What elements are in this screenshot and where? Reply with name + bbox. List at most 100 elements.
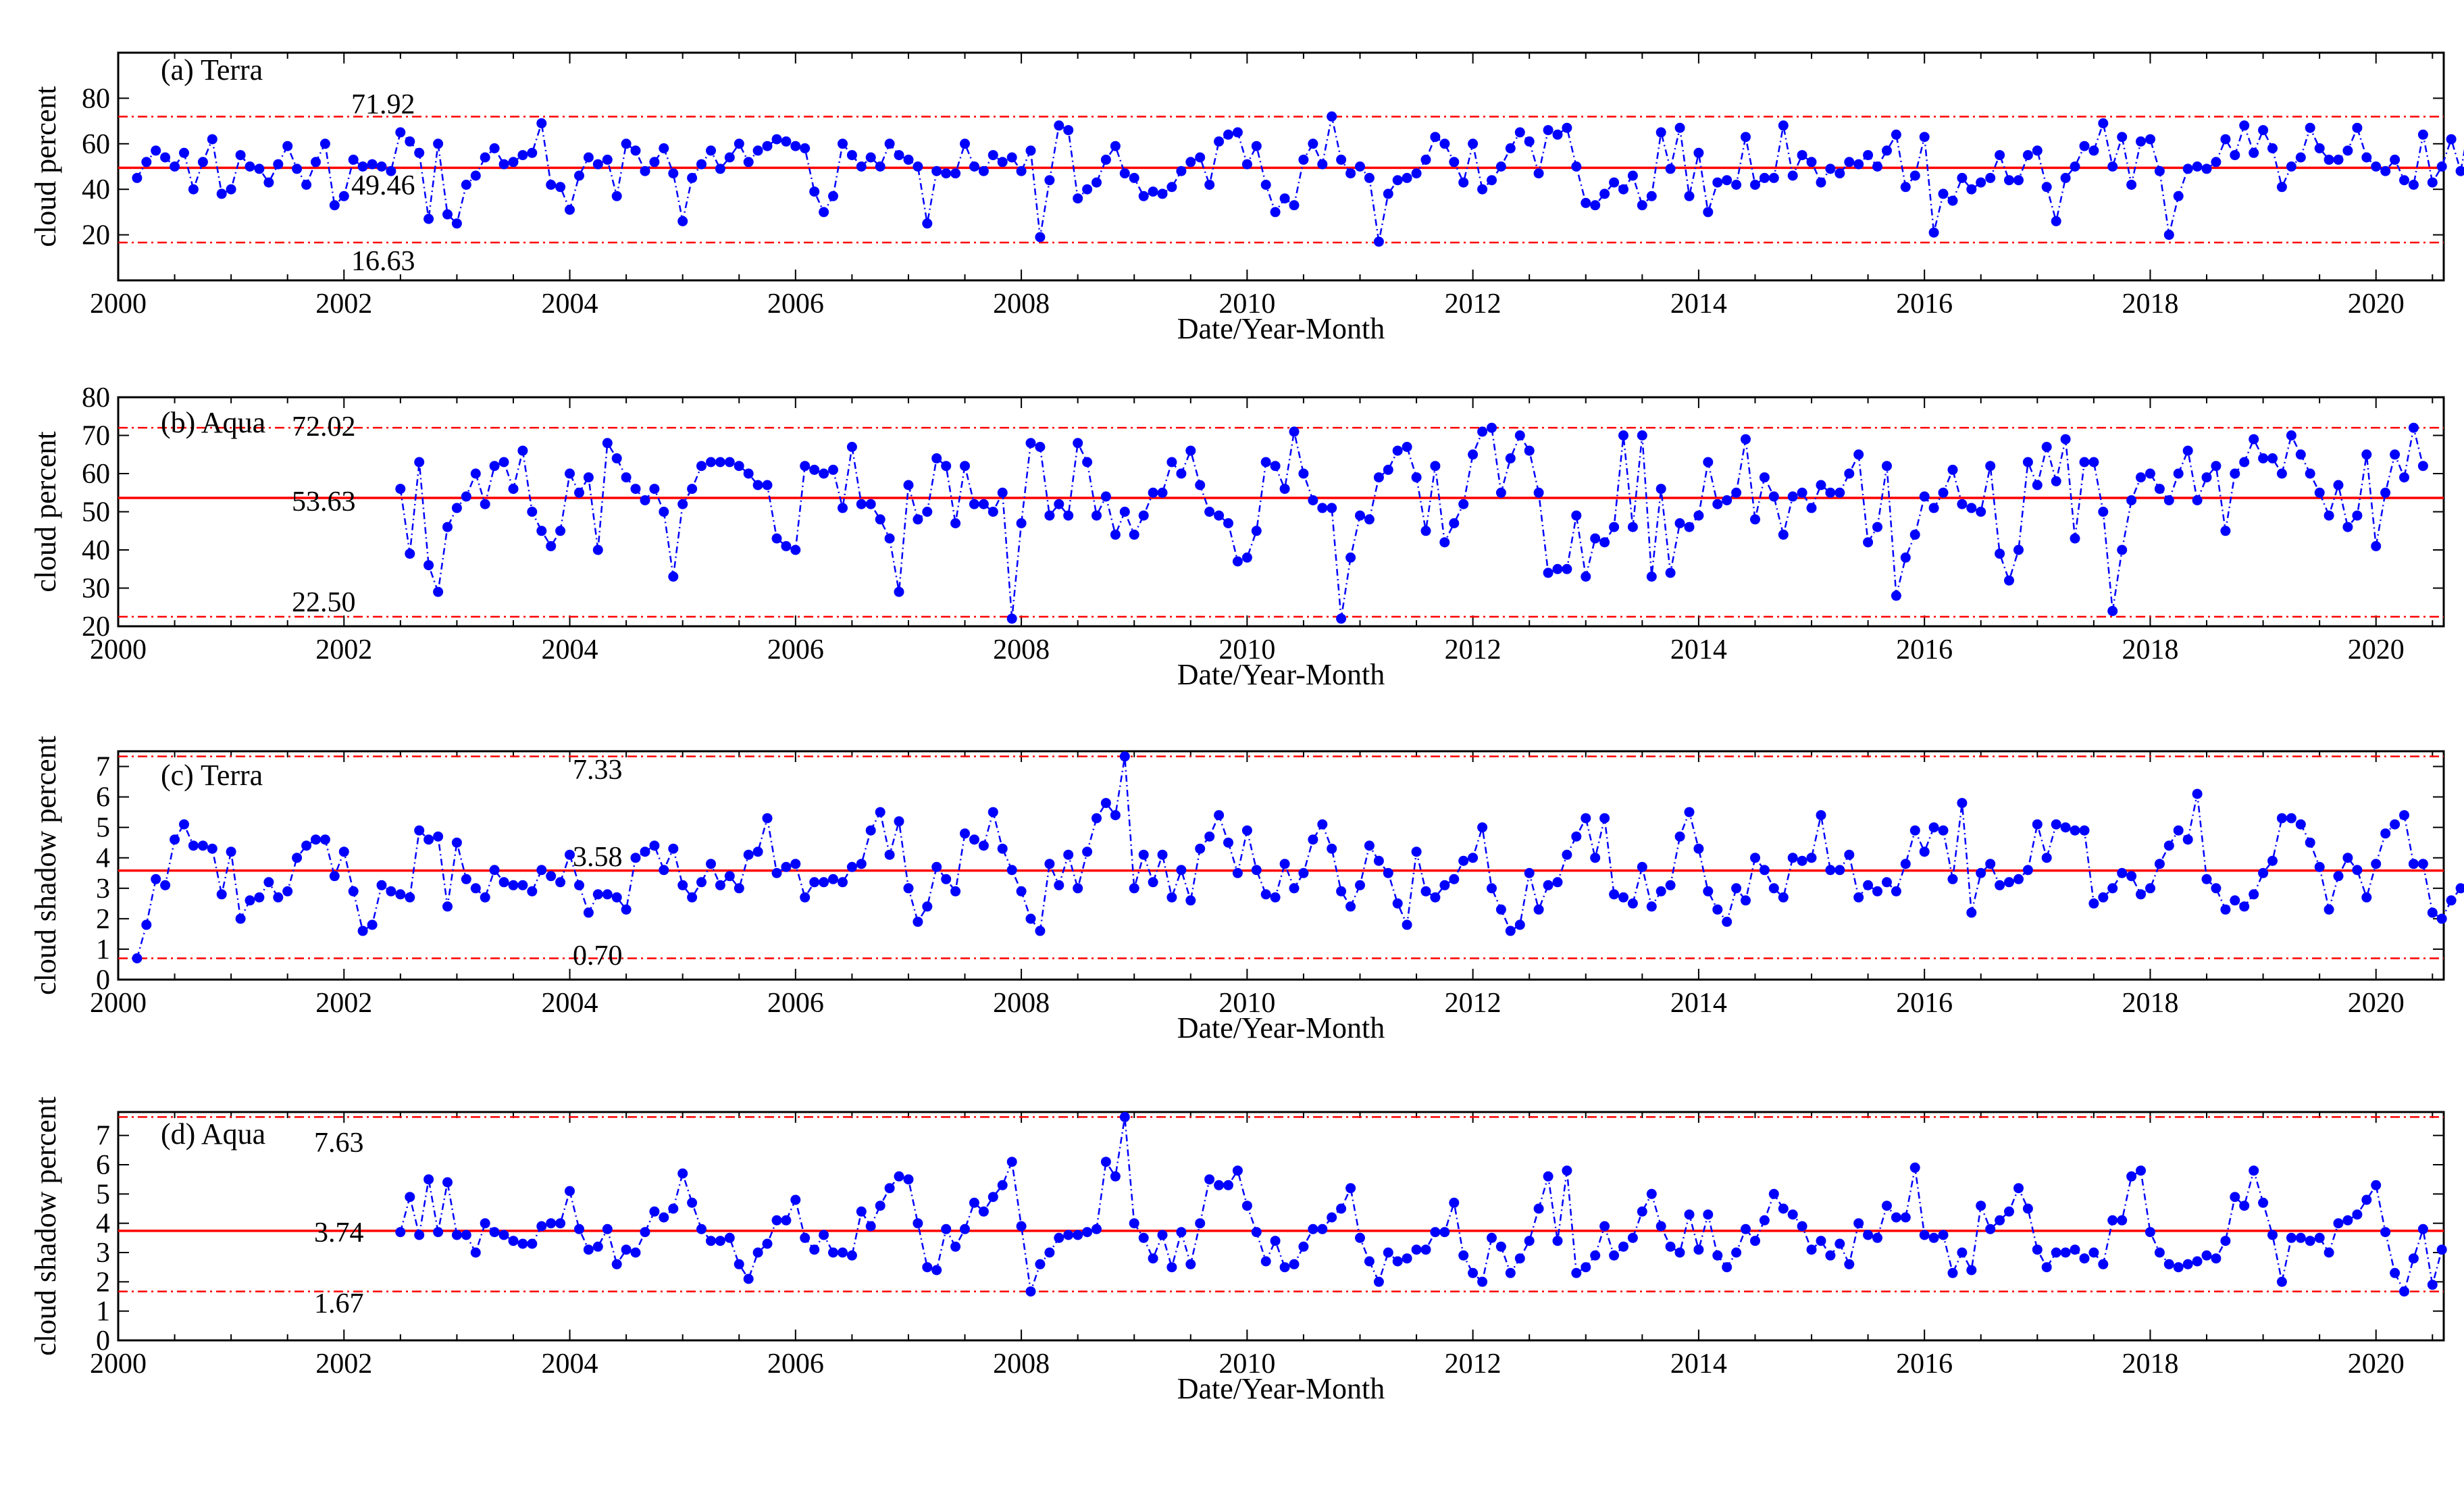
panel-d-data-point <box>1618 1241 1628 1252</box>
panel-d-x-tick-label: 2000 <box>90 1348 147 1380</box>
panel-a-data-point <box>1411 168 1422 179</box>
panel-c-data-point <box>1665 880 1676 890</box>
panel-b-data-point <box>1373 472 1384 483</box>
panel-b-data-point <box>2342 522 2353 532</box>
panel-b-data-point <box>706 457 716 468</box>
panel-c-data-point <box>1976 867 1986 878</box>
panel-d-data-point <box>1543 1171 1554 1182</box>
panel-d-data-point <box>1364 1256 1375 1267</box>
panel-d-data-point <box>433 1227 444 1238</box>
panel-d-y-tick-label: 5 <box>96 1179 110 1210</box>
panel-c-data-point <box>1185 895 1196 906</box>
panel-c-data-point <box>706 859 716 869</box>
panel-b-data-point <box>2163 495 2174 505</box>
panel-b-data-point <box>1684 522 1695 532</box>
panel-d-data-point <box>2380 1227 2391 1238</box>
panel-d-x-tick-label: 2012 <box>1445 1348 1502 1380</box>
panel-b-data-point <box>1420 526 1431 536</box>
panel-d-data-point <box>668 1203 679 1214</box>
panel-d-data-point <box>451 1230 462 1240</box>
panel-b-data-point <box>1750 514 1760 525</box>
panel-a-data-point <box>1468 138 1479 149</box>
panel-c-data-point <box>696 877 707 888</box>
panel-a-data-point <box>2390 154 2401 165</box>
panel-c-data-point <box>2276 813 2287 824</box>
panel-d-data-point <box>978 1206 989 1217</box>
panel-b-data-point <box>1355 510 1365 521</box>
panel-c-data-point <box>263 877 274 888</box>
panel-c-data-point <box>1214 810 1225 821</box>
panel-d-data-point <box>856 1206 867 1217</box>
panel-b-data-point <box>752 480 763 490</box>
panel-a-data-point <box>1797 150 1807 161</box>
panel-a-data-point <box>2267 143 2278 153</box>
panel-a-data-point <box>442 209 453 220</box>
panel-a-data-point <box>517 150 528 161</box>
panel-c-data-point <box>1806 853 1817 863</box>
panel-d-data-point <box>1487 1232 1497 1243</box>
panel-b-data-point <box>1514 430 1525 440</box>
panel-c-data-point <box>489 865 500 876</box>
panel-c-data-point <box>1411 847 1422 857</box>
panel-c-data-point <box>1119 751 1130 762</box>
panel-b-data-point <box>574 487 584 498</box>
panel-d-y-tick-label: 7 <box>96 1121 110 1152</box>
panel-d-data-point <box>687 1197 698 1208</box>
panel-a-data-point <box>1581 197 1591 208</box>
panel-c-data-point <box>640 847 650 857</box>
panel-a-data-point <box>565 205 575 215</box>
panel-c-data-point <box>856 859 867 869</box>
panel-b-y-tick-label: 30 <box>82 574 110 605</box>
panel-a-data-point <box>574 170 584 181</box>
panel-c-data-point <box>790 859 801 869</box>
panel-b-data-point <box>2041 442 2052 452</box>
panel-c-data-point <box>997 843 1008 854</box>
panel-d-data-point <box>1166 1262 1177 1273</box>
panel-c-data-point <box>1204 831 1215 842</box>
panel-b-data-point <box>1853 449 1864 460</box>
panel-d-data-point <box>922 1262 933 1273</box>
panel-a-data-point <box>2371 161 2382 172</box>
panel-d-data-point <box>630 1247 641 1258</box>
panel-c-data-point <box>1016 886 1027 897</box>
panel-a-data-point <box>1449 157 1460 168</box>
panel-b-data-point <box>734 461 744 472</box>
panel-d-data-point <box>546 1218 557 1229</box>
panel-b-data-point <box>2173 468 2184 479</box>
panel-c-data-point <box>583 907 594 918</box>
panel-a-data-point <box>1495 161 1506 172</box>
panel-a-data-point <box>1684 191 1695 201</box>
panel-b-data-point <box>424 560 434 571</box>
panel-a-data-point <box>2126 180 2137 190</box>
panel-a-data-point <box>1985 172 1996 183</box>
panel-c-data-point <box>2399 810 2409 821</box>
panel-c-data-point <box>245 895 255 906</box>
panel-d-data-point <box>1787 1209 1798 1220</box>
panel-b-data-point <box>1241 552 1252 563</box>
panel-c-data-point <box>292 853 303 863</box>
panel-a-data-point <box>301 180 312 190</box>
panel-a-data-point <box>2249 147 2259 158</box>
panel-d-data-point <box>1138 1232 1149 1243</box>
panel-c-data-point <box>1882 877 1892 888</box>
panel-c-data-point <box>2117 867 2128 878</box>
panel-c-data-point <box>1308 834 1318 845</box>
panel-b-data-point <box>2390 449 2401 460</box>
panel-c-data-point <box>1797 855 1807 866</box>
panel-b-data-point <box>395 484 406 495</box>
panel-a-data-point <box>696 159 707 170</box>
panel-b-data-point <box>1477 426 1488 437</box>
panel-c-data-point <box>1825 865 1836 876</box>
panel-b-data-point <box>1439 537 1450 548</box>
panel-c-data-point <box>216 889 227 900</box>
panel-b-data-point <box>1741 434 1751 445</box>
panel-a-data-point <box>367 159 378 170</box>
panel-a-data-point <box>1863 150 1874 161</box>
panel-d-data-point <box>1627 1232 1638 1243</box>
panel-c-data-point <box>1082 847 1093 857</box>
panel-a-y-tick-label: 20 <box>82 220 110 251</box>
panel-b-data-point <box>875 514 886 525</box>
panel-b-data-point <box>828 464 838 475</box>
panel-c-data-point <box>1966 907 1977 918</box>
panel-d-data-point <box>1995 1215 2005 1226</box>
